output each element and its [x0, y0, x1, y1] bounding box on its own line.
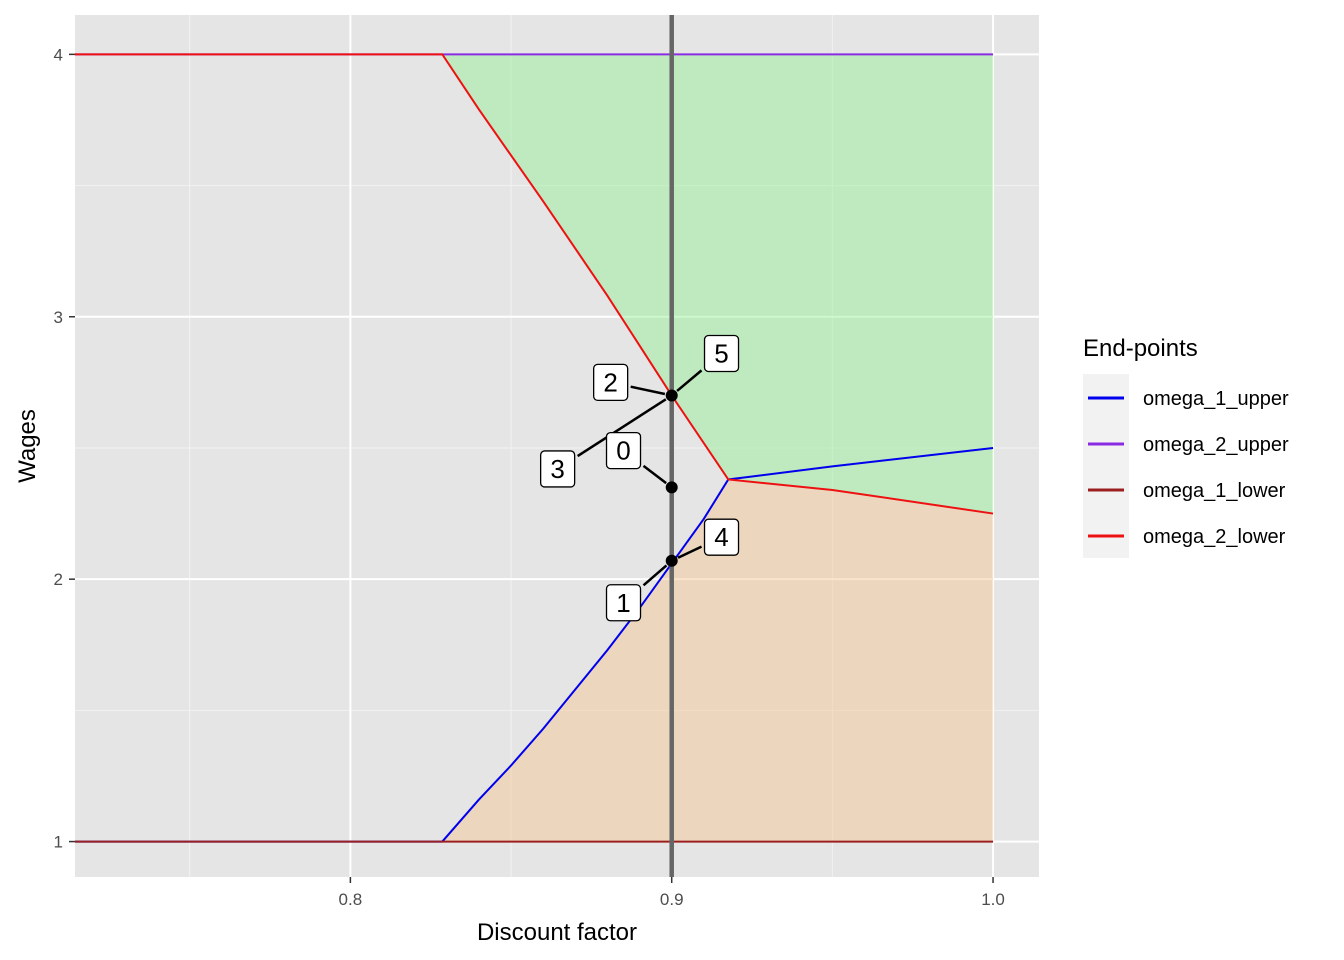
label-connector: [576, 398, 667, 458]
point-label: 2: [603, 367, 617, 397]
point-label: 0: [616, 436, 630, 466]
series-line-omega-2-lower: [75, 53, 994, 515]
point-label: 5: [714, 339, 728, 369]
y-tick-label: 3: [54, 308, 63, 327]
legend-key-background: [1083, 374, 1129, 558]
x-axis-ticks: 0.8 0.9 1.0: [339, 877, 1005, 909]
label-connector: [630, 385, 666, 396]
label-connector: [677, 545, 703, 559]
point-label-box: [539, 450, 576, 488]
shaded-region: [442, 54, 994, 514]
x-tick-label: 0.9: [660, 890, 684, 909]
data-point: [665, 389, 678, 402]
label-connector: [676, 369, 703, 392]
data-point: [665, 554, 678, 567]
point-label: 4: [714, 522, 728, 552]
data-points: [665, 389, 678, 567]
y-tick-label: 1: [54, 833, 63, 852]
point-label-box: [605, 584, 642, 622]
legend-label: omega_1_upper: [1143, 388, 1289, 410]
point-label: 1: [616, 588, 630, 618]
y-axis-title: Wages: [14, 409, 41, 483]
legend-label: omega_1_lower: [1143, 480, 1286, 502]
legend: End-points omega_1_upper omega_2_upperome…: [1083, 335, 1289, 558]
shaded-regions: [442, 54, 994, 842]
label-connector: [642, 564, 668, 587]
x-tick-label: 1.0: [981, 890, 1005, 909]
data-point: [665, 481, 678, 494]
point-labels: 0 1 2 3 4 5: [539, 334, 740, 622]
point-label-box: [703, 334, 740, 373]
y-tick-label: 4: [54, 45, 63, 64]
shaded-region: [442, 479, 994, 842]
x-axis-title: Discount factor: [477, 919, 637, 946]
series-lines: [75, 53, 994, 843]
point-label-box: [605, 431, 642, 470]
label-connector: [642, 464, 667, 485]
legend-title: End-points: [1083, 335, 1198, 362]
y-axis-ticks: 1 2 3 4: [54, 45, 75, 852]
plot-panel: [75, 15, 1039, 877]
legend-label: omega_2_lower: [1143, 526, 1286, 548]
y-tick-label: 2: [54, 570, 63, 589]
point-label-box: [703, 518, 740, 556]
legend-label: omega_2_upper: [1143, 434, 1289, 456]
point-label-box: [593, 363, 629, 402]
x-tick-label: 0.8: [339, 890, 363, 909]
label-connectors: [576, 369, 703, 587]
point-label: 3: [550, 454, 564, 484]
